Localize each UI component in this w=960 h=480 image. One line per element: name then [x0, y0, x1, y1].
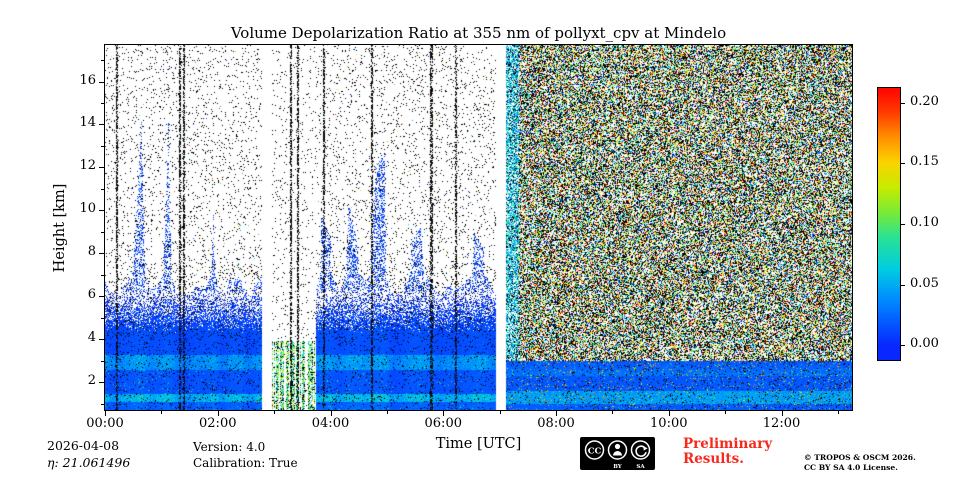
tick-mark	[101, 102, 104, 104]
tick-mark	[668, 411, 670, 416]
x-tick-label: 00:00	[86, 416, 124, 431]
tick-mark	[99, 167, 104, 169]
x-axis-label: Time [UTC]	[435, 436, 522, 452]
tick-mark	[101, 403, 104, 405]
calibration-label: Calibration: True	[193, 456, 298, 470]
y-tick-label: 14	[79, 115, 96, 131]
by-person-icon: BY	[607, 440, 628, 470]
tick-mark	[99, 253, 104, 255]
cc-icon: CC	[584, 440, 605, 460]
by-text: BY	[613, 464, 622, 470]
copyright-note: © TROPOS & OSCM 2026. CC BY SA 4.0 Licen…	[804, 453, 916, 474]
tick-mark	[101, 274, 104, 276]
copyright-line1: © TROPOS & OSCM 2026.	[804, 453, 916, 462]
tick-mark	[217, 411, 219, 416]
sa-text: SA	[636, 464, 645, 470]
y-tick-label: 16	[79, 72, 96, 88]
colorbar-tick-label: 0.00	[910, 336, 939, 352]
tick-mark	[101, 360, 104, 362]
heatmap-canvas	[105, 45, 852, 410]
tick-mark	[781, 411, 783, 416]
tick-mark	[499, 411, 501, 414]
tick-mark	[99, 210, 104, 212]
colorbar-tick-label: 0.15	[910, 154, 939, 170]
date-label: 2026-04-08	[47, 438, 120, 453]
tick-mark	[612, 411, 614, 414]
tick-mark	[386, 411, 388, 414]
eta-label: η: 21.061496	[47, 455, 131, 470]
tick-mark	[99, 124, 104, 126]
sa-icon: SA	[630, 440, 651, 470]
tick-mark	[99, 81, 104, 83]
y-tick-label: 12	[79, 158, 96, 174]
tick-mark	[901, 284, 905, 286]
tick-mark	[837, 411, 839, 414]
colorbar	[877, 87, 901, 361]
tick-mark	[99, 296, 104, 298]
tick-mark	[725, 411, 727, 414]
colorbar-tick-label: 0.05	[910, 275, 939, 291]
tick-mark	[101, 60, 104, 62]
x-tick-label: 10:00	[650, 416, 688, 431]
x-tick-label: 04:00	[311, 416, 350, 431]
plot-area	[104, 44, 853, 411]
tick-mark	[274, 411, 276, 414]
y-tick-label: 2	[87, 373, 96, 389]
tick-mark	[101, 145, 104, 147]
preliminary-note: Preliminary Results.	[683, 436, 773, 468]
tick-mark	[101, 231, 104, 233]
x-tick-label: 06:00	[424, 416, 462, 431]
cc-text: CC	[588, 447, 602, 457]
colorbar-tick-label: 0.20	[910, 93, 939, 109]
x-tick-label: 08:00	[537, 416, 575, 431]
chart-title: Volume Depolarization Ratio at 355 nm of…	[230, 24, 727, 42]
copyright-line2: CC BY SA 4.0 License.	[804, 463, 898, 473]
y-tick-label: 4	[87, 330, 96, 346]
tick-mark	[101, 188, 104, 190]
y-tick-label: 6	[87, 287, 96, 303]
tick-mark	[99, 382, 104, 384]
tick-mark	[443, 411, 445, 416]
tick-mark	[161, 411, 163, 414]
preliminary-line1: Preliminary	[683, 436, 773, 452]
version-label: Version: 4.0	[193, 440, 266, 454]
tick-mark	[901, 102, 905, 104]
tick-mark	[330, 411, 332, 416]
tick-mark	[99, 339, 104, 341]
tick-mark	[901, 345, 905, 347]
tick-mark	[901, 224, 905, 225]
preliminary-line2: Results.	[683, 451, 744, 468]
tick-mark	[105, 411, 106, 416]
y-tick-label: 8	[87, 244, 96, 260]
x-tick-label: 02:00	[199, 416, 237, 431]
y-tick-label: 10	[79, 201, 96, 217]
tick-mark	[901, 163, 905, 165]
colorbar-tick-label: 0.10	[910, 215, 939, 230]
x-tick-label: 12:00	[762, 416, 801, 431]
cc-license-badge: CC BY SA	[580, 437, 655, 470]
tick-mark	[101, 317, 104, 319]
tick-mark	[556, 411, 558, 416]
